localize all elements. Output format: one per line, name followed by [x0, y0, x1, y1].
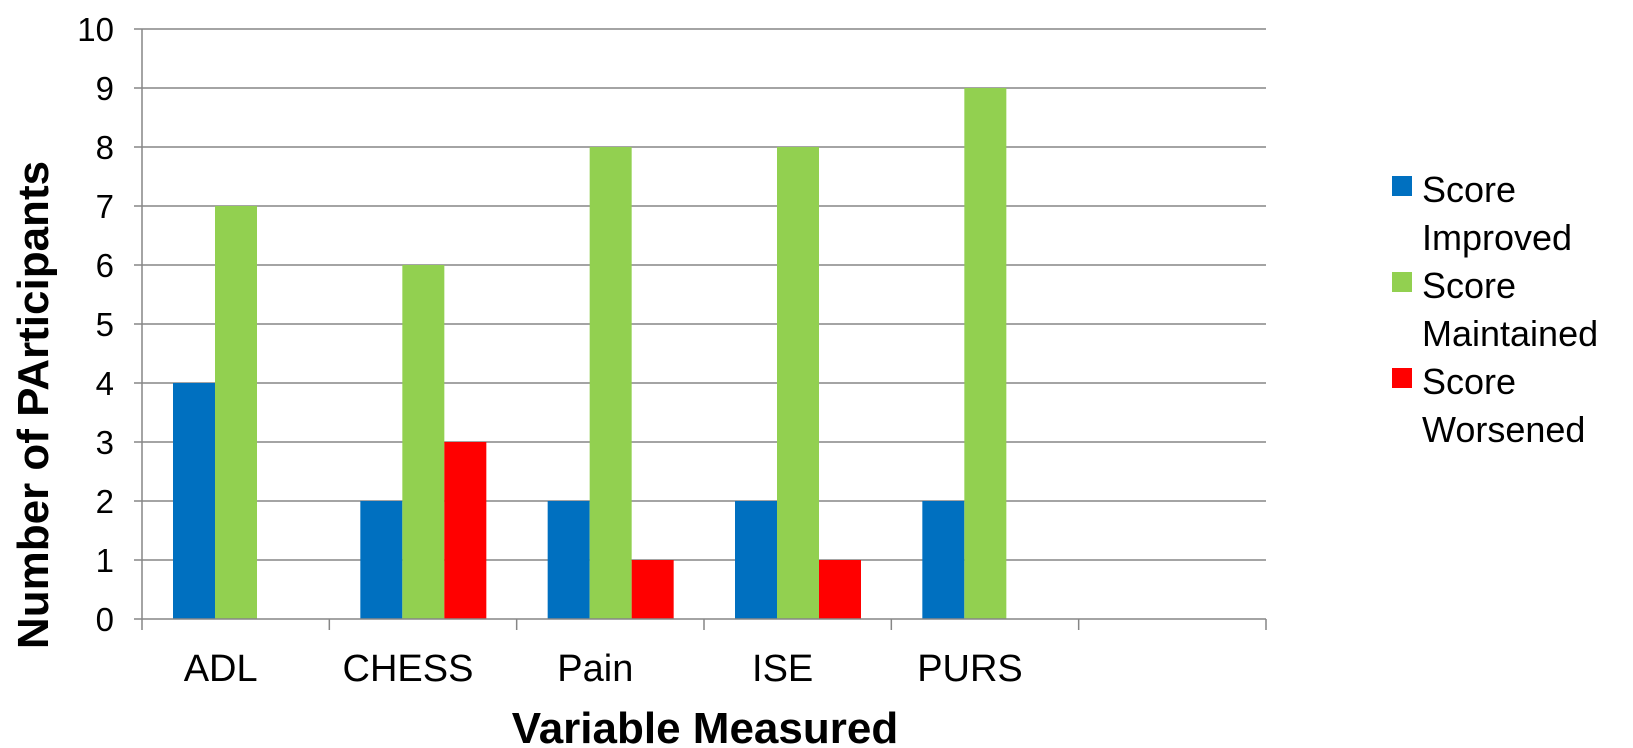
- y-tick-label: 0: [96, 601, 114, 638]
- y-tick-labels: 0 1 2 3 4 5 6 7 8 9 10: [77, 11, 114, 638]
- bar-score-maintained-ise: [777, 147, 819, 619]
- legend-swatch: [1392, 368, 1412, 388]
- legend-label: Improved: [1422, 217, 1572, 258]
- y-tick-label: 6: [96, 247, 114, 284]
- y-tick-label: 8: [96, 129, 114, 166]
- bar-score-maintained-pain: [589, 147, 632, 619]
- y-tick-label: 2: [96, 483, 114, 520]
- bar-score-worsened-ise: [819, 560, 861, 619]
- bar-score-worsened-pain: [631, 560, 674, 619]
- axes: [141, 29, 1267, 630]
- x-category-label: ISE: [752, 648, 813, 690]
- y-tick-label: 5: [96, 306, 114, 343]
- bar-score-worsened-chess: [444, 442, 487, 619]
- x-category-label: ADL: [184, 648, 258, 690]
- x-category-label: CHESS: [343, 648, 474, 690]
- bar-score-maintained-purs: [964, 88, 1007, 619]
- x-category-label: Pain: [557, 648, 633, 690]
- legend-label: Score: [1422, 361, 1516, 402]
- legend-label: Maintained: [1422, 313, 1598, 354]
- bar-score-improved-pain: [547, 501, 590, 619]
- legend-label: Score: [1422, 265, 1516, 306]
- x-category-labels: ADL CHESS Pain ISE PURS: [184, 648, 1023, 690]
- y-tick-label: 1: [96, 542, 114, 579]
- y-axis-title: Number of PArticipants: [9, 161, 58, 649]
- y-tick-label: 3: [96, 424, 114, 461]
- legend-swatch: [1392, 272, 1412, 292]
- legend-label: Score: [1422, 169, 1516, 210]
- bar-score-maintained-adl: [215, 206, 257, 619]
- x-category-label: PURS: [917, 648, 1023, 690]
- legend-label: Worsened: [1422, 409, 1585, 450]
- bar-score-improved-ise: [735, 501, 777, 619]
- legend-swatch: [1392, 176, 1412, 196]
- bar-score-improved-purs: [922, 501, 965, 619]
- x-axis-title: Variable Measured: [512, 704, 898, 748]
- y-tick-label: 7: [96, 188, 114, 225]
- bar-score-maintained-chess: [402, 265, 445, 619]
- bars: [173, 88, 1007, 619]
- y-tick-label: 4: [96, 365, 114, 402]
- bar-score-improved-adl: [173, 383, 215, 619]
- gridlines: [134, 28, 1266, 620]
- y-tick-label: 10: [77, 11, 114, 48]
- y-tick-label: 9: [96, 70, 114, 107]
- bar-score-improved-chess: [360, 501, 403, 619]
- legend: Score Improved Score Maintained Score Worsene…: [1392, 169, 1598, 450]
